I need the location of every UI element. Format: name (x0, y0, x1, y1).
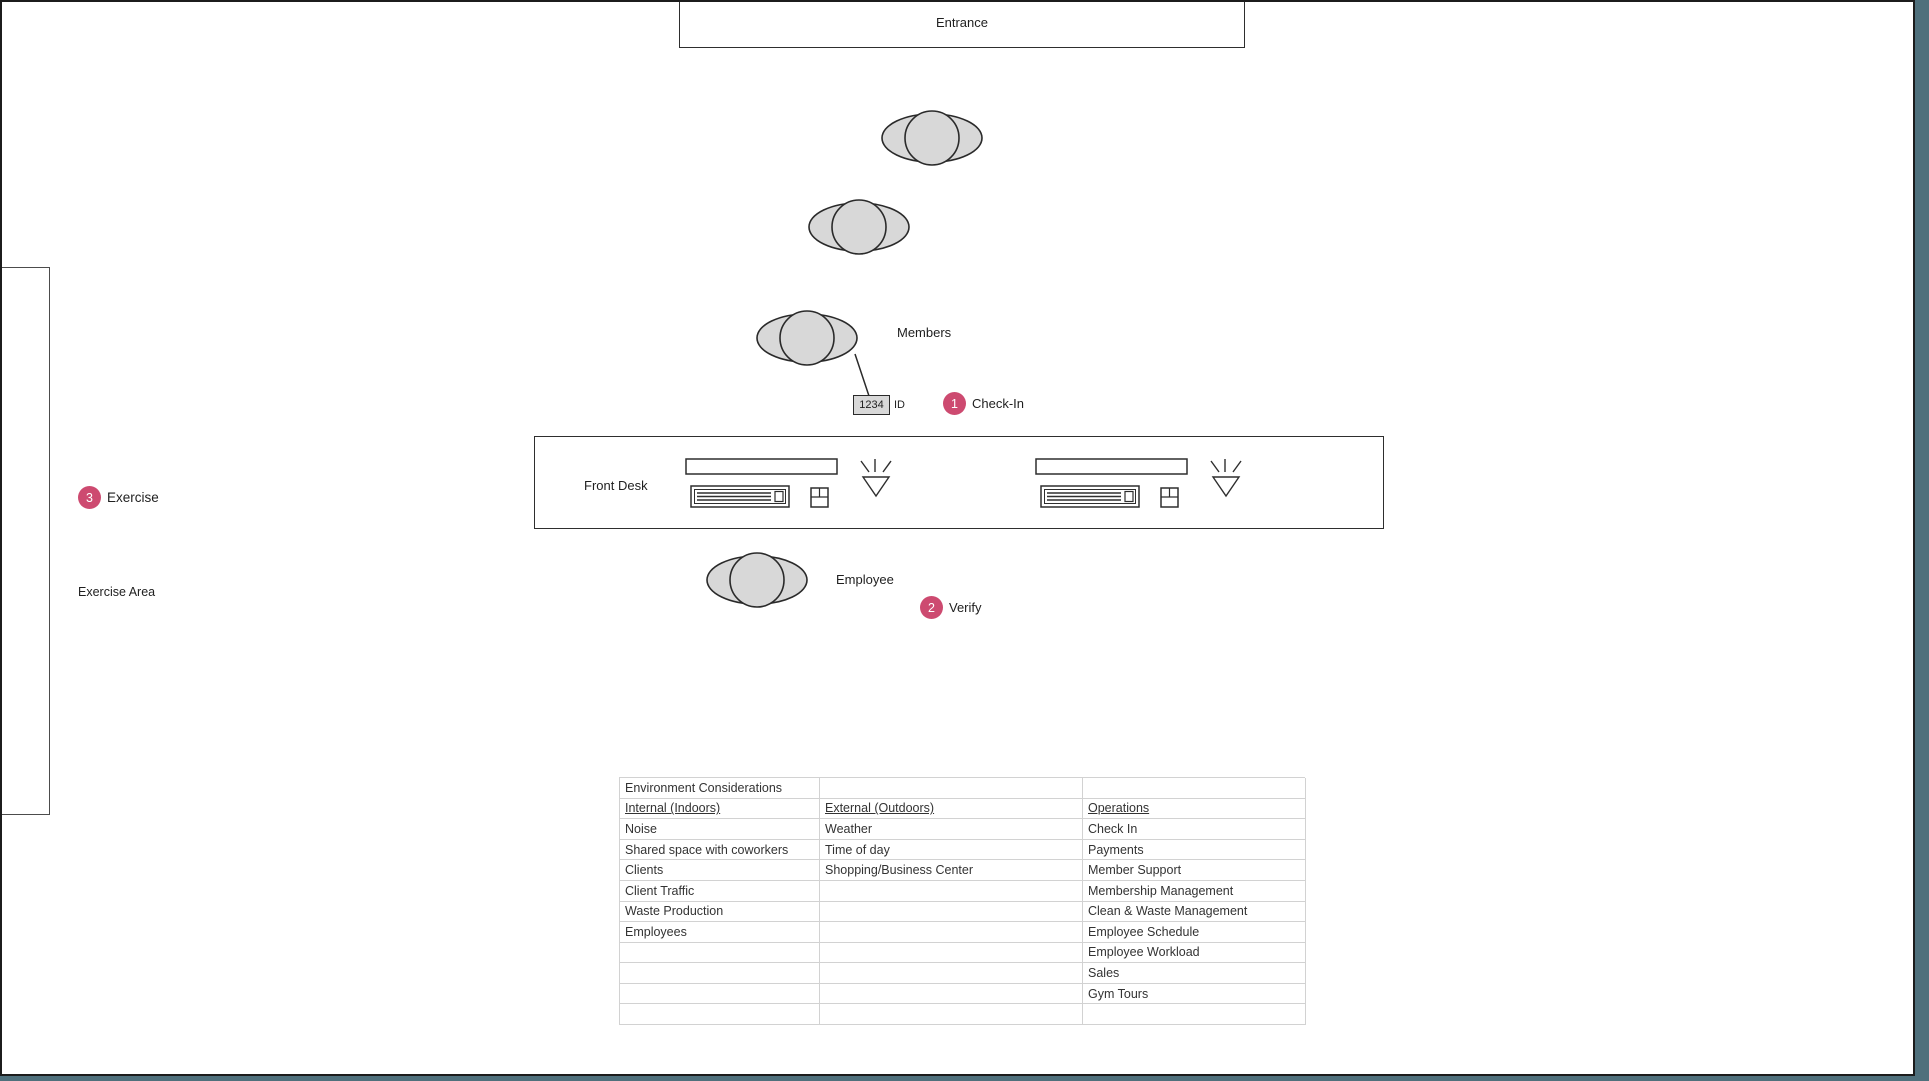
table-cell[interactable]: Noise (620, 819, 820, 840)
table-cell[interactable]: Employees (620, 922, 820, 943)
table-cell[interactable]: Gym Tours (1083, 983, 1306, 1005)
table-cell[interactable] (820, 880, 1083, 902)
person-icon[interactable] (804, 195, 914, 259)
table-cell[interactable]: Client Traffic (620, 880, 820, 902)
table-cell[interactable]: Employee Workload (1083, 942, 1306, 964)
table-cell[interactable] (1083, 778, 1306, 799)
monitor-icon (685, 458, 838, 475)
exercise-area-box[interactable] (2, 267, 50, 815)
table-cell[interactable]: Shopping/Business Center (820, 860, 1083, 881)
step-3-label: Exercise (107, 490, 159, 505)
front-desk-box[interactable]: Front Desk (534, 436, 1384, 529)
table-cell[interactable]: Check In (1083, 819, 1306, 840)
table-cell[interactable]: Time of day (820, 839, 1083, 861)
id-label: ID (894, 399, 905, 411)
employee-label[interactable]: Employee (836, 572, 894, 587)
table-cell[interactable]: Environment Considerations (620, 778, 820, 799)
id-value: 1234 (859, 399, 884, 411)
workstation-icon[interactable] (1033, 453, 1253, 515)
keyboard-icon (1040, 485, 1140, 508)
step-3-badge: 3 (78, 486, 101, 509)
person-icon-members[interactable] (752, 306, 862, 370)
step-3-number: 3 (86, 490, 93, 505)
id-card[interactable]: 1234 (853, 395, 890, 415)
table-cell[interactable] (1083, 1004, 1306, 1025)
monitor-icon (1035, 458, 1188, 475)
table-cell[interactable]: Weather (820, 819, 1083, 840)
ceiling-light-icon (860, 459, 892, 498)
table-cell[interactable] (620, 942, 820, 964)
table-cell[interactable] (820, 983, 1083, 1005)
table-cell[interactable]: Membership Management (1083, 880, 1306, 902)
person-icon[interactable] (877, 106, 987, 170)
entrance-label: Entrance (935, 15, 989, 30)
step-verify[interactable]: 2 Verify (920, 596, 982, 619)
table-cell[interactable]: Clients (620, 860, 820, 881)
table-cell[interactable]: Operations (1083, 798, 1306, 820)
table-cell[interactable]: Shared space with coworkers (620, 839, 820, 861)
mouse-icon (810, 487, 829, 508)
mouse-icon (1160, 487, 1179, 508)
table-cell[interactable] (620, 963, 820, 984)
step-2-number: 2 (928, 600, 935, 615)
table-cell[interactable]: Waste Production (620, 901, 820, 923)
step-1-badge: 1 (943, 392, 966, 415)
ceiling-light-icon (1210, 459, 1242, 498)
step-1-label: Check-In (972, 396, 1025, 411)
members-label[interactable]: Members (897, 325, 952, 340)
connector-line (854, 353, 870, 397)
table-cell[interactable]: Member Support (1083, 860, 1306, 881)
exercise-area-label[interactable]: Exercise Area (78, 585, 156, 599)
table-cell[interactable]: Sales (1083, 963, 1306, 984)
table-cell[interactable] (620, 983, 820, 1005)
entrance-box[interactable]: Entrance (679, 2, 1245, 48)
table-cell[interactable] (820, 1004, 1083, 1025)
table-cell[interactable] (820, 901, 1083, 923)
front-desk-label: Front Desk (584, 478, 648, 493)
step-exercise[interactable]: 3 Exercise (78, 486, 159, 509)
table-cell[interactable] (820, 963, 1083, 984)
table-cell[interactable]: Employee Schedule (1083, 922, 1306, 943)
table-cell[interactable] (820, 922, 1083, 943)
step-1-number: 1 (951, 396, 958, 411)
keyboard-icon (690, 485, 790, 508)
step-check-in[interactable]: 1 Check-In (943, 392, 1024, 415)
table-cell[interactable] (820, 778, 1083, 799)
table-cell[interactable]: Payments (1083, 839, 1306, 861)
step-2-badge: 2 (920, 596, 943, 619)
table-cell[interactable] (620, 1004, 820, 1025)
table-cell[interactable]: External (Outdoors) (820, 798, 1083, 820)
step-2-label: Verify (949, 600, 982, 615)
table-cell[interactable]: Clean & Waste Management (1083, 901, 1306, 923)
person-icon-employee[interactable] (702, 548, 812, 612)
workstation-icon[interactable] (683, 453, 903, 515)
table-cell[interactable]: Internal (Indoors) (620, 798, 820, 820)
table-cell[interactable] (820, 942, 1083, 964)
environment-considerations-table[interactable]: Environment Considerations Internal (Indo… (619, 777, 1306, 1025)
